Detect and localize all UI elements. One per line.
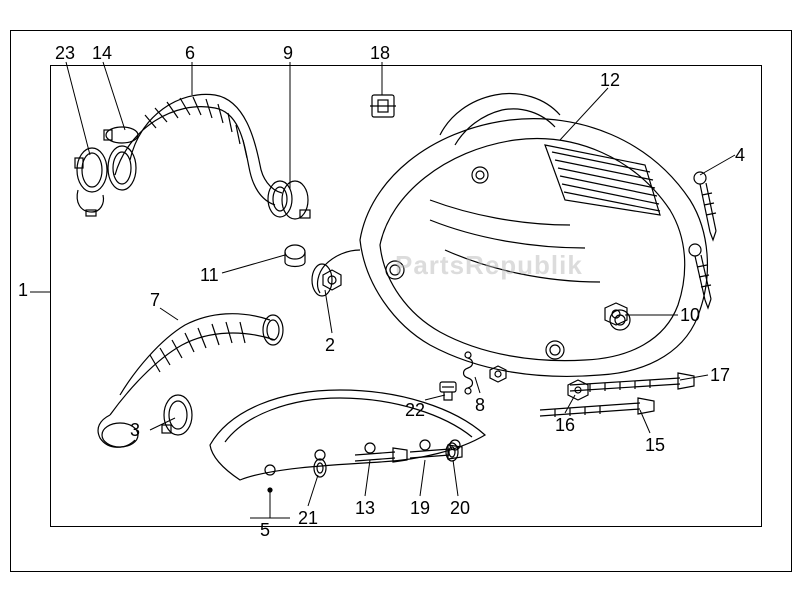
callout-12: 12 xyxy=(600,70,620,91)
callout-14: 14 xyxy=(92,43,112,64)
callout-8: 8 xyxy=(475,395,485,416)
callout-1: 1 xyxy=(18,280,28,301)
callout-9: 9 xyxy=(283,43,293,64)
callout-5: 5 xyxy=(260,520,270,541)
callout-2: 2 xyxy=(325,335,335,356)
callout-23: 23 xyxy=(55,43,75,64)
callout-3: 3 xyxy=(130,420,140,441)
callout-22: 22 xyxy=(405,400,425,421)
callout-17: 17 xyxy=(710,365,730,386)
callout-16: 16 xyxy=(555,415,575,436)
diagram-canvas: 1231469181241172101732281615521131920 Pa… xyxy=(0,0,800,600)
callout-20: 20 xyxy=(450,498,470,519)
callout-10: 10 xyxy=(680,305,700,326)
leader-lines xyxy=(0,0,800,600)
callout-18: 18 xyxy=(370,43,390,64)
callout-21: 21 xyxy=(298,508,318,529)
callout-19: 19 xyxy=(410,498,430,519)
callout-6: 6 xyxy=(185,43,195,64)
callout-15: 15 xyxy=(645,435,665,456)
callout-13: 13 xyxy=(355,498,375,519)
callout-7: 7 xyxy=(150,290,160,311)
callout-11: 11 xyxy=(200,265,219,286)
callout-4: 4 xyxy=(735,145,745,166)
